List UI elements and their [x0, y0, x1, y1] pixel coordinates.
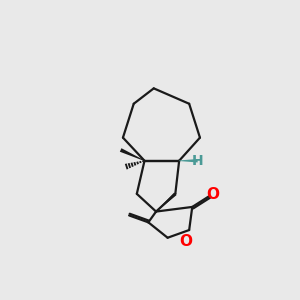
- Polygon shape: [179, 159, 198, 163]
- Text: O: O: [206, 187, 220, 202]
- Text: H: H: [192, 154, 203, 168]
- Polygon shape: [156, 193, 176, 212]
- Polygon shape: [120, 148, 145, 161]
- Text: O: O: [180, 234, 193, 249]
